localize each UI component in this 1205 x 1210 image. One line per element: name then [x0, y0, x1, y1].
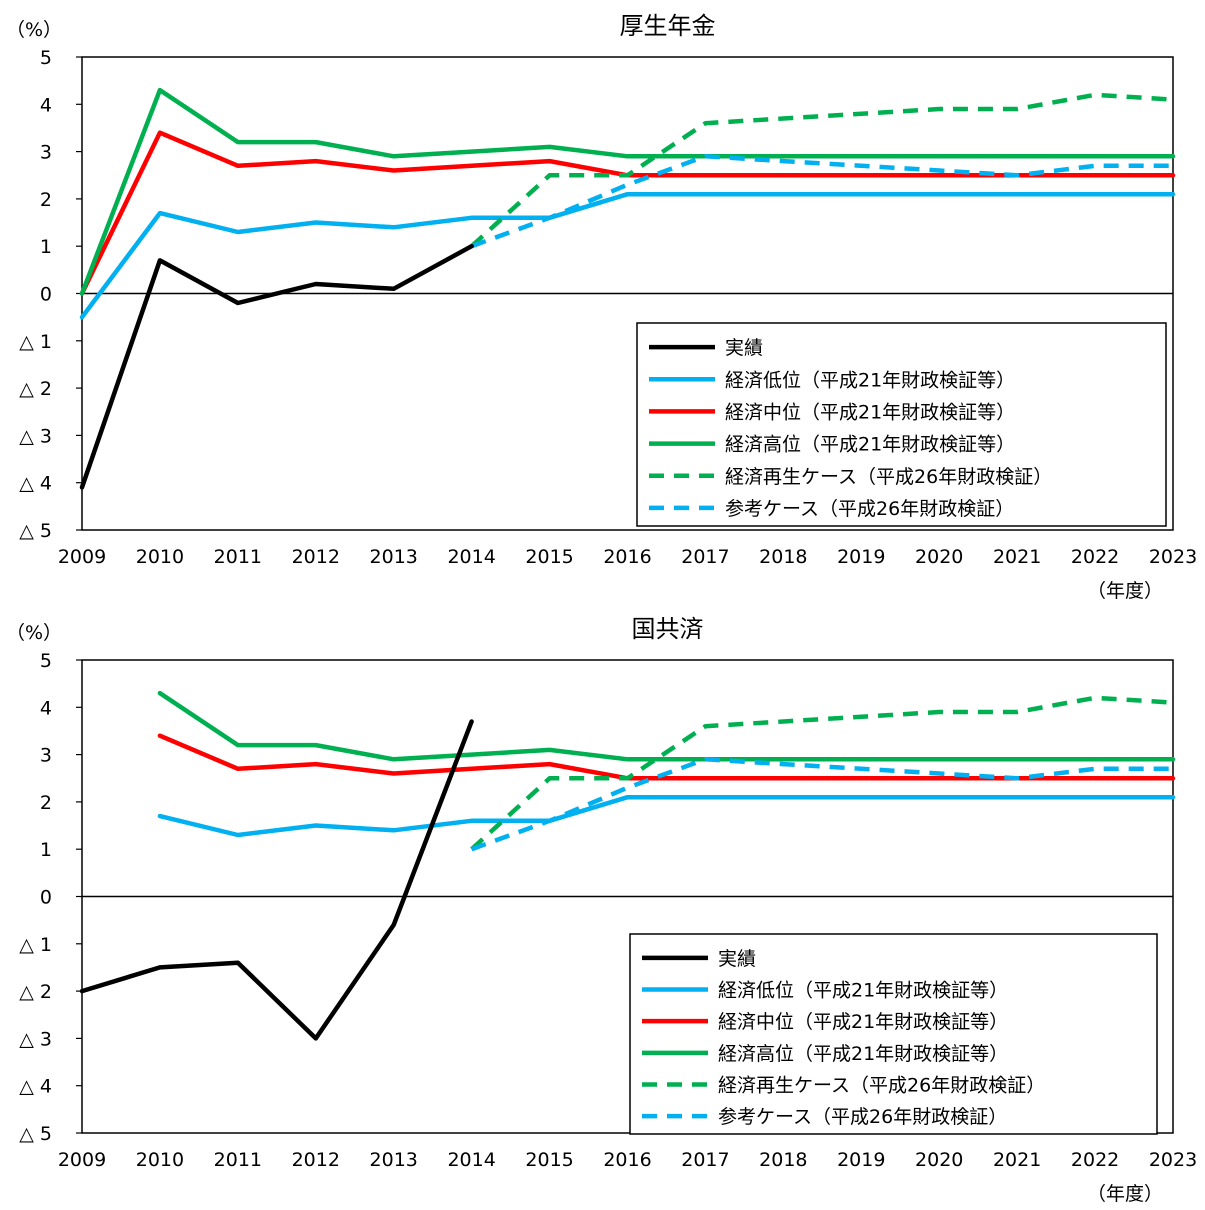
- x-tick-label: 2014: [447, 546, 495, 568]
- x-tick-label: 2011: [214, 546, 262, 568]
- legend-label: 経済低位（平成21年財政検証等）: [725, 369, 1015, 391]
- series-line-low: [79, 191, 1176, 320]
- legend-label: 経済再生ケース（平成26年財政検証）: [725, 466, 1052, 488]
- x-tick-label: 2021: [993, 1149, 1041, 1171]
- y-tick-label: △ 1: [19, 331, 52, 353]
- y-axis-unit: （%）: [6, 19, 62, 41]
- y-tick-label: △ 5: [19, 520, 52, 542]
- legend-label: 経済再生ケース（平成26年財政検証）: [718, 1075, 1045, 1097]
- x-tick-label: 2013: [370, 1149, 418, 1171]
- y-tick-label: △ 4: [19, 1076, 52, 1098]
- y-tick-label: 2: [40, 792, 52, 814]
- chart-title: 厚生年金: [620, 12, 716, 40]
- x-tick-label: 2017: [681, 1149, 729, 1171]
- y-tick-label: △ 5: [19, 1123, 52, 1145]
- legend-label: 経済中位（平成21年財政検証等）: [725, 401, 1015, 423]
- series-line-reference: [470, 154, 1173, 249]
- x-tick-label: 2018: [759, 1149, 807, 1171]
- x-tick-label: 2015: [525, 546, 573, 568]
- y-tick-label: △ 1: [19, 934, 52, 956]
- x-tick-label: 2011: [214, 1149, 262, 1171]
- y-tick-label: 2: [40, 189, 52, 211]
- chart-kosei-nenkin: 厚生年金 （%） （年度） 5 4 3 2 1 0 △ 1 △ 2 △ 3 △ 4 △ 5 2009 2010…: [6, 12, 1197, 602]
- x-axis-unit: （年度）: [1087, 1183, 1163, 1205]
- chart-kosei-nenkin-svg: 厚生年金 （%） （年度） 5 4 3 2 1 0 △ 1 △ 2 △ 3 △ 4 △ 5 2009 2010…: [6, 12, 1197, 602]
- x-tick-label: 2022: [1071, 546, 1119, 568]
- legend-label: 経済低位（平成21年財政検証等）: [718, 980, 1008, 1002]
- x-tick-label: 2020: [915, 1149, 963, 1171]
- x-tick-label: 2010: [136, 1149, 184, 1171]
- series-line-low: [157, 794, 1176, 838]
- legend-label: 参考ケース（平成26年財政検証）: [725, 498, 1014, 520]
- series-line-high: [157, 690, 1176, 762]
- y-tick-label: 4: [40, 697, 52, 719]
- legend-label: 経済高位（平成21年財政検証等）: [718, 1043, 1008, 1065]
- x-tick-label: 2023: [1149, 1149, 1197, 1171]
- y-tick-label: 1: [40, 236, 52, 258]
- x-tick-label: 2018: [759, 546, 807, 568]
- y-tick-label: △ 2: [19, 981, 52, 1003]
- x-tick-label: 2022: [1071, 1149, 1119, 1171]
- x-tick-label: 2012: [292, 546, 340, 568]
- series-line-mid: [157, 733, 1176, 781]
- y-tick-label: △ 3: [19, 425, 52, 447]
- chart-kokkyosai: 国共済 （%） （年度） 5 4 3 2 1 0 △ 1 △ 2 △ 3 △ 4 △ 5 2009 2010 2…: [0, 603, 1205, 1208]
- y-tick-label: 3: [40, 142, 52, 164]
- series-line-revival: [470, 695, 1174, 851]
- y-tick-label: △ 4: [19, 473, 52, 495]
- x-tick-label: 2020: [915, 546, 963, 568]
- y-tick-label: 0: [40, 284, 52, 306]
- legend-box: [629, 933, 1158, 1135]
- legend-box: [636, 322, 1167, 527]
- x-tick-label: 2012: [292, 1149, 340, 1171]
- series-line-actual: [79, 719, 474, 1041]
- x-tick-label: 2016: [603, 546, 651, 568]
- x-tick-label: 2009: [58, 1149, 106, 1171]
- x-tick-label: 2023: [1149, 546, 1197, 568]
- y-tick-label: 5: [40, 47, 52, 69]
- series-line-actual: [79, 243, 474, 490]
- y-tick-label: 3: [40, 745, 52, 767]
- x-tick-label: 2009: [58, 546, 106, 568]
- x-tick-label: 2019: [837, 546, 885, 568]
- x-axis-unit: （年度）: [1087, 580, 1163, 602]
- y-tick-label: △ 3: [19, 1028, 52, 1050]
- y-axis-unit: （%）: [6, 622, 62, 644]
- y-tick-label: 4: [40, 94, 52, 116]
- y-tick-label: 5: [40, 650, 52, 672]
- series-line-revival: [470, 92, 1174, 248]
- y-tick-label: △ 2: [19, 378, 52, 400]
- x-tick-label: 2017: [681, 546, 729, 568]
- y-tick-label: 1: [40, 839, 52, 861]
- x-tick-label: 2010: [136, 546, 184, 568]
- legend-label: 経済高位（平成21年財政検証等）: [725, 434, 1015, 456]
- x-tick-label: 2021: [993, 546, 1041, 568]
- x-tick-label: 2015: [525, 1149, 573, 1171]
- x-tick-label: 2013: [370, 546, 418, 568]
- series-line-reference: [470, 757, 1173, 852]
- x-tick-label: 2016: [603, 1149, 651, 1171]
- chart-title: 国共済: [632, 615, 704, 643]
- x-tick-label: 2014: [447, 1149, 495, 1171]
- chart-kokkyosai-svg: 国共済 （%） （年度） 5 4 3 2 1 0 △ 1 △ 2 △ 3 △ 4 △ 5 2009 2010 2…: [6, 615, 1197, 1205]
- legend-label: 実績: [725, 337, 763, 359]
- legend-label: 実績: [718, 948, 756, 970]
- series-line-high: [79, 87, 1176, 296]
- legend-label: 経済中位（平成21年財政検証等）: [718, 1011, 1008, 1033]
- y-tick-label: 0: [40, 887, 52, 909]
- legend-label: 参考ケース（平成26年財政検証）: [718, 1106, 1007, 1128]
- x-tick-label: 2019: [837, 1149, 885, 1171]
